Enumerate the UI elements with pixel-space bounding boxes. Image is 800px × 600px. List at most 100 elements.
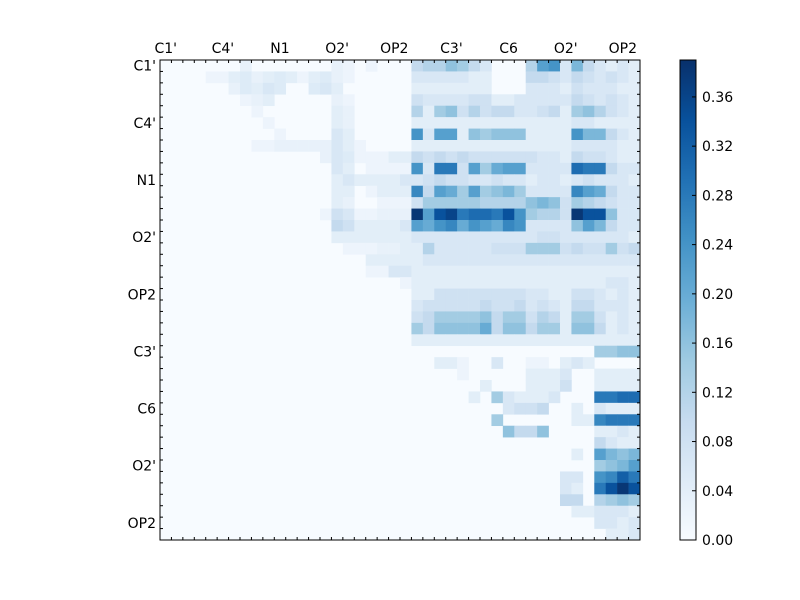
- heatmap-cell: [537, 105, 549, 118]
- heatmap-cell: [594, 254, 607, 267]
- heatmap-cell: [571, 311, 584, 324]
- heatmap-cell: [571, 60, 584, 72]
- heatmap-cell: [537, 71, 549, 84]
- heatmap-cell: [605, 482, 618, 495]
- heatmap-cell: [434, 140, 447, 152]
- heatmap-cell: [628, 117, 641, 129]
- heatmap-cell: [617, 380, 629, 392]
- heatmap-cell: [537, 220, 549, 232]
- heatmap-axes: C1' C4' N1 O2' OP2 C3' C6 O2' OP2 C1' C4' N1 O2' OP2 C…: [128, 41, 641, 541]
- heatmap-cell: [628, 494, 641, 507]
- heatmap-cell: [594, 494, 607, 507]
- heatmap-cell: [537, 231, 549, 244]
- heatmap-cell: [514, 242, 527, 255]
- heatmap-cell: [457, 242, 469, 255]
- heatmap-cell: [617, 517, 629, 529]
- heatmap-cell: [354, 242, 367, 255]
- heatmap-cell: [457, 71, 469, 84]
- heatmap-cell: [342, 197, 355, 209]
- heatmap-cell: [445, 128, 458, 141]
- heatmap-cell: [525, 288, 538, 301]
- heatmap-cell: [400, 151, 412, 164]
- heatmap-cell: [365, 265, 378, 278]
- heatmap-cell: [445, 82, 458, 95]
- heatmap-cell: [628, 482, 641, 495]
- heatmap-cell: [560, 311, 572, 324]
- heatmap-cell: [434, 288, 447, 301]
- heatmap-cell: [365, 151, 378, 164]
- heatmap-cell: [285, 71, 298, 84]
- heatmap-cell: [525, 380, 538, 392]
- heatmap-cell: [594, 300, 607, 312]
- heatmap-cell: [491, 105, 504, 118]
- heatmap-cell: [411, 151, 424, 164]
- heatmap-cell: [548, 300, 561, 312]
- heatmap-cell: [480, 185, 492, 198]
- heatmap-cell: [628, 414, 641, 427]
- heatmap-cell: [560, 288, 572, 301]
- heatmap-cell: [411, 105, 424, 118]
- heatmap-cell: [560, 82, 572, 95]
- heatmap-cell: [548, 94, 561, 107]
- heatmap-cell: [617, 482, 629, 495]
- heatmap-cell: [617, 105, 629, 118]
- heatmap-cell: [537, 425, 549, 438]
- heatmap-cell: [537, 140, 549, 152]
- heatmap-cell: [594, 277, 607, 289]
- heatmap-cell: [365, 220, 378, 232]
- heatmap-cell: [582, 105, 595, 118]
- heatmap-cell: [445, 334, 458, 347]
- heatmap-cell: [445, 140, 458, 152]
- heatmap-cell: [491, 242, 504, 255]
- heatmap-cell: [320, 82, 332, 95]
- heatmap-cell: [582, 197, 595, 209]
- heatmap-cell: [571, 231, 584, 244]
- heatmap-cell: [605, 414, 618, 427]
- heatmap-cell: [411, 322, 424, 335]
- heatmap-cell: [605, 380, 618, 392]
- heatmap-cell: [400, 185, 412, 198]
- heatmap-cell: [582, 117, 595, 129]
- heatmap-cell: [274, 140, 287, 152]
- heatmap-cell: [457, 208, 469, 221]
- heatmap-cell: [434, 117, 447, 129]
- heatmap-cell: [537, 117, 549, 129]
- heatmap-cell: [502, 334, 515, 347]
- heatmap-cell: [514, 185, 527, 198]
- heatmap-cell: [422, 231, 435, 244]
- heatmap-cell: [594, 151, 607, 164]
- heatmap-cell: [571, 71, 584, 84]
- heatmap-cell: [514, 220, 527, 232]
- heatmap-cell: [628, 265, 641, 278]
- heatmap-cell: [594, 220, 607, 232]
- heatmap-cell: [377, 174, 389, 187]
- heatmap-cell: [571, 414, 584, 427]
- heatmap-cell: [548, 140, 561, 152]
- heatmap-cell: [457, 357, 469, 369]
- heatmap-cell: [537, 94, 549, 107]
- heatmap-cell: [525, 242, 538, 255]
- heatmap-cell: [514, 277, 527, 289]
- heatmap-cell: [594, 437, 607, 449]
- heatmap-cell: [605, 345, 618, 358]
- heatmap-cell: [525, 60, 538, 72]
- colorbar-tick-label: 0.28: [702, 188, 733, 204]
- heatmap-cell: [594, 185, 607, 198]
- heatmap-cell: [560, 231, 572, 244]
- heatmap-cell: [377, 220, 389, 232]
- heatmap-cell: [582, 265, 595, 278]
- heatmap-cell: [617, 220, 629, 232]
- heatmap-cell: [422, 254, 435, 267]
- heatmap-cell: [502, 197, 515, 209]
- heatmap-cell: [548, 231, 561, 244]
- heatmap-cell: [617, 140, 629, 152]
- heatmap-cell: [514, 231, 527, 244]
- heatmap-cell: [582, 140, 595, 152]
- heatmap-cell: [605, 151, 618, 164]
- heatmap-cell: [514, 254, 527, 267]
- heatmap-cell: [251, 140, 264, 152]
- colorbar-tick-label: 0.32: [702, 139, 733, 155]
- heatmap-cell: [617, 265, 629, 278]
- heatmap-cell: [605, 460, 618, 472]
- heatmap-cell: [617, 128, 629, 141]
